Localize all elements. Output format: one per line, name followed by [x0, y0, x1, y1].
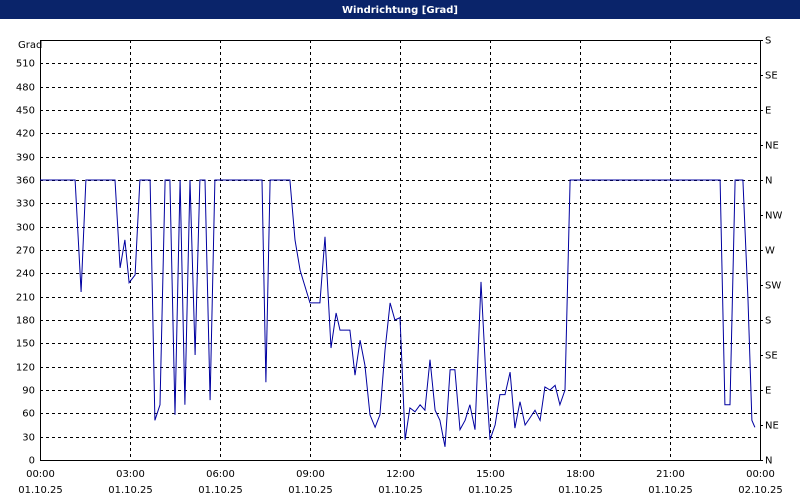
y-tick-label: 180: [16, 316, 35, 327]
y-tick-label: 120: [16, 363, 35, 374]
x-tick-date: 01.10.25: [108, 485, 153, 496]
x-tick-label: 06:00: [206, 469, 235, 480]
y-tick-label: 420: [16, 129, 35, 140]
x-tick-date: 02.10.25: [738, 485, 783, 496]
x-tick-label: 12:00: [386, 469, 415, 480]
x-tick-label: 03:00: [116, 469, 145, 480]
y-tick-label: 480: [16, 83, 35, 94]
y2-tick-label: S: [765, 36, 771, 47]
y-tick-label: 510: [16, 59, 35, 70]
y-tick-label: 0: [29, 456, 35, 467]
y-tick-label: 300: [16, 223, 35, 234]
y2-tick-label: N: [765, 176, 772, 187]
y-tick-label: 270: [16, 246, 35, 257]
y-axis-label: Grad: [18, 40, 42, 51]
x-tick-date: 01.10.25: [198, 485, 243, 496]
x-tick-label: 09:00: [296, 469, 325, 480]
x-tick-label: 00:00: [26, 469, 55, 480]
y-tick-label: 240: [16, 269, 35, 280]
y2-tick-label: E: [765, 106, 771, 117]
y2-tick-label: SE: [765, 351, 778, 362]
chart-title: Windrichtung [Grad]: [342, 5, 458, 16]
y-tick-label: 330: [16, 199, 35, 210]
y2-tick-label: NE: [765, 421, 779, 432]
x-tick-date: 01.10.25: [468, 485, 513, 496]
x-tick-label: 00:00: [746, 469, 775, 480]
y-tick-label: 390: [16, 153, 35, 164]
y2-tick-label: SE: [765, 71, 778, 82]
x-tick-label: 18:00: [566, 469, 595, 480]
x-tick-label: 21:00: [656, 469, 685, 480]
y-tick-label: 450: [16, 106, 35, 117]
y-tick-label: 90: [22, 386, 35, 397]
y2-tick-label: NE: [765, 141, 779, 152]
y-tick-label: 210: [16, 293, 35, 304]
x-tick-date: 01.10.25: [18, 485, 63, 496]
y-tick-label: 150: [16, 339, 35, 350]
plot-border: [40, 40, 761, 461]
y-tick-label: 30: [22, 433, 35, 444]
y2-tick-label: E: [765, 386, 771, 397]
x-tick-date: 01.10.25: [648, 485, 693, 496]
data-line: [40, 179, 756, 447]
x-tick-label: 15:00: [476, 469, 505, 480]
y-tick-label: 360: [16, 176, 35, 187]
y2-tick-label: W: [765, 246, 775, 257]
title-bar: [0, 0, 800, 19]
y2-tick-label: SW: [765, 281, 781, 292]
x-tick-date: 01.10.25: [378, 485, 423, 496]
y2-tick-label: N: [765, 456, 772, 467]
y-tick-label: 60: [22, 409, 35, 420]
y2-tick-label: S: [765, 316, 771, 327]
x-tick-date: 01.10.25: [288, 485, 333, 496]
y2-tick-label: NW: [765, 211, 782, 222]
x-tick-date: 01.10.25: [558, 485, 603, 496]
